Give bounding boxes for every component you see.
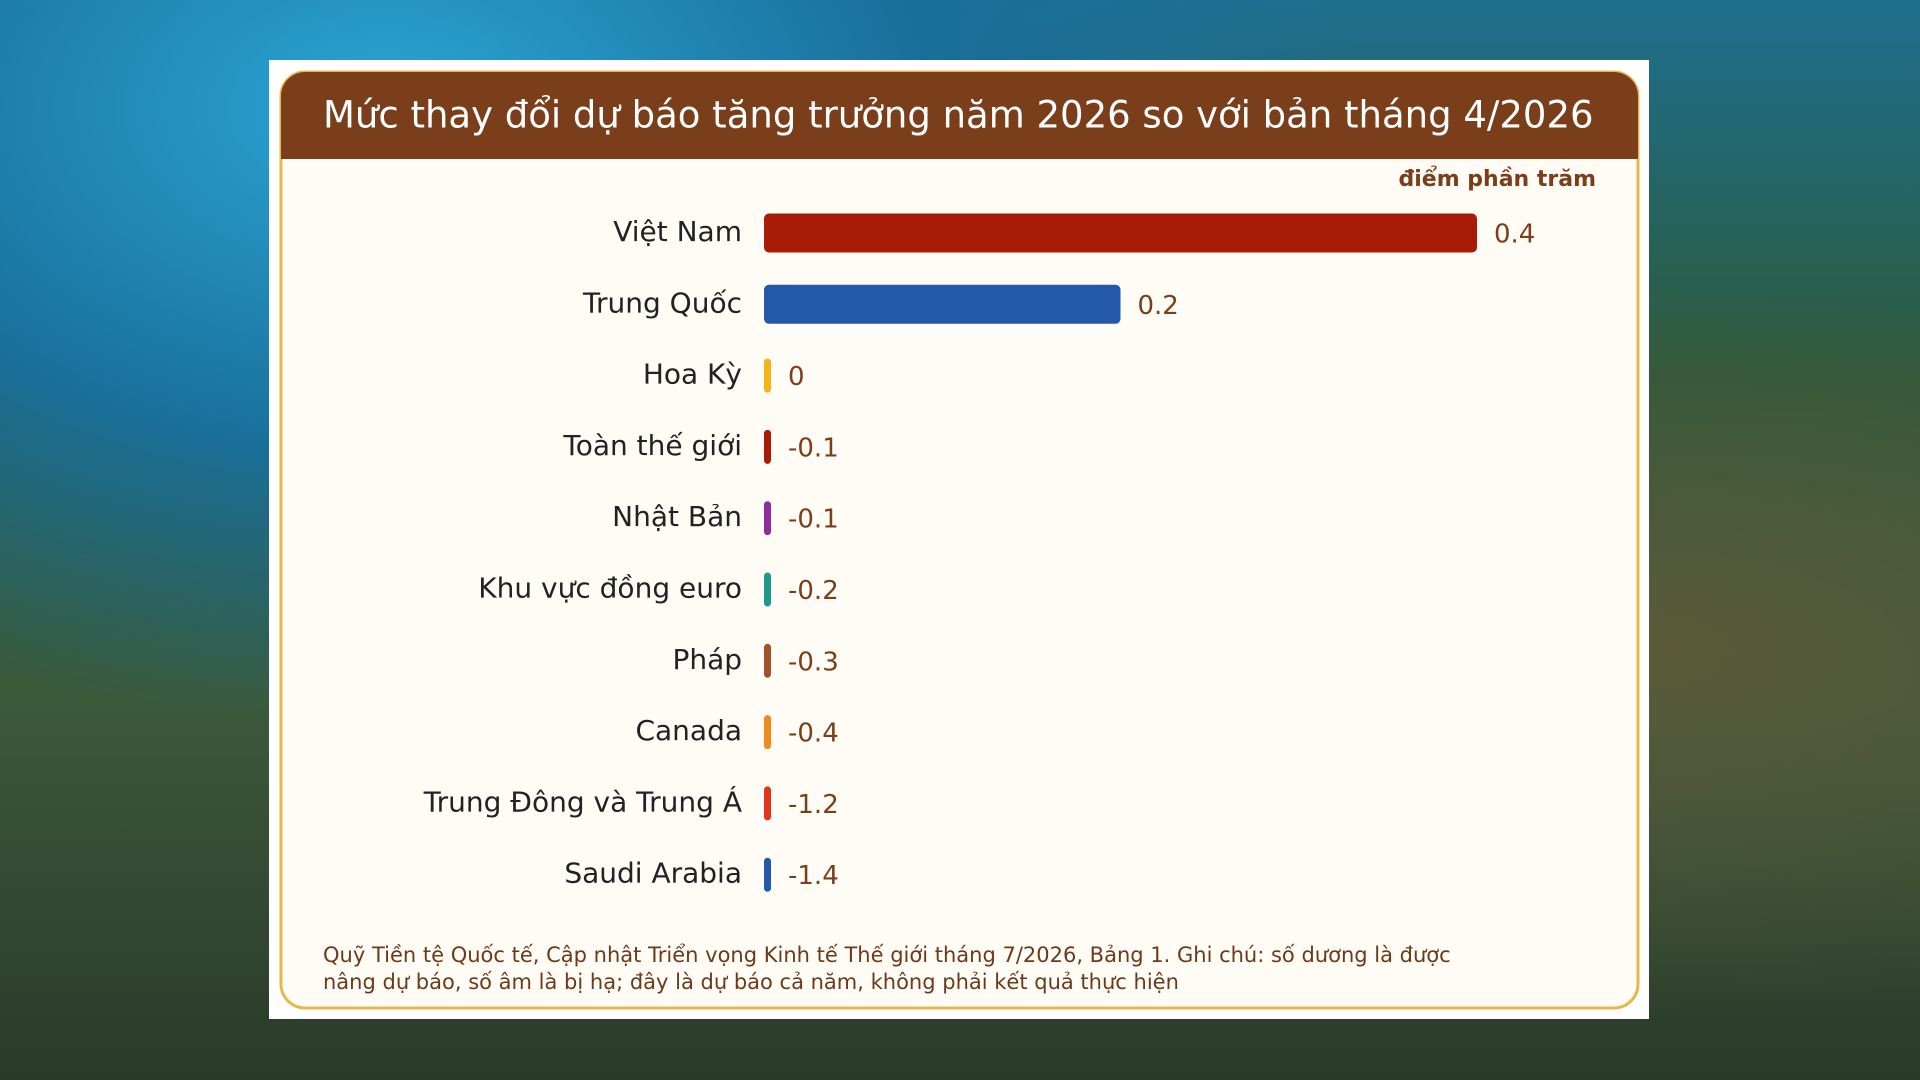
value-label: -0.4 [788,719,839,749]
header [281,72,1638,159]
value-label: -0.1 [788,433,839,463]
value-label: 0 [788,362,805,392]
category-label: Trung Đông và Trung Á [423,784,742,818]
bar [764,213,1477,253]
value-label: -0.3 [788,647,839,677]
bar [764,358,771,393]
bar [764,501,771,536]
value-label: -1.2 [788,790,839,820]
bar [764,715,771,750]
chart-title: Mức thay đổi dự báo tăng trưởng năm 2026… [323,94,1594,137]
category-label: Việt Nam [613,215,742,248]
category-label: Hoa Kỳ [643,358,742,391]
value-label: 0.2 [1138,291,1179,321]
value-label: 0.4 [1494,220,1535,250]
category-label: Nhật Bản [612,500,742,533]
category-label: Pháp [672,643,742,676]
footnote: Quỹ Tiền tệ Quốc tế, Cập nhật Triển vọng… [323,943,1451,994]
bar [764,643,771,678]
category-label: Saudi Arabia [564,857,742,890]
bar [764,786,771,821]
bar [764,284,1121,324]
value-label: -1.4 [788,861,839,891]
bar [764,857,771,892]
category-label: Khu vực đồng euro [478,572,742,605]
category-label: Canada [635,714,742,747]
value-label: -0.1 [788,505,839,535]
category-label: Toàn thế giới [562,429,742,462]
bar [764,429,771,464]
value-label: -0.2 [788,576,839,606]
panel [279,70,1640,1010]
bar [764,572,771,607]
unit-label: điểm phần trăm [1398,166,1596,192]
category-label: Trung Quốc [582,286,742,319]
